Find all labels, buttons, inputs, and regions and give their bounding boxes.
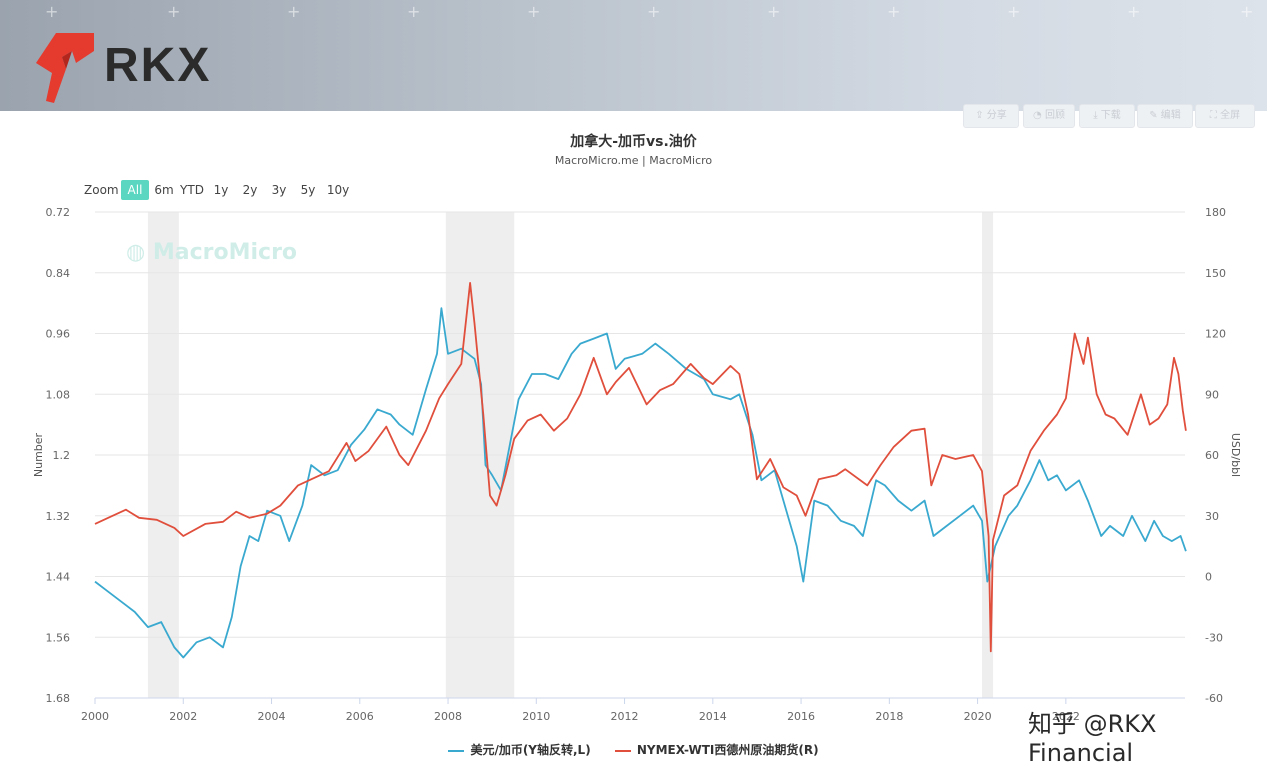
decorative-plus: + (1240, 2, 1254, 21)
right-tick-label: -60 (1205, 692, 1223, 705)
zoom-1y-button[interactable]: 1y (213, 183, 229, 197)
x-tick-label: 2014 (699, 710, 727, 723)
legend-swatch (614, 749, 631, 752)
series-layer (94, 282, 1187, 659)
history-label: 回顾 (1044, 110, 1065, 121)
right-axis-label: USD/bbl (1229, 433, 1242, 477)
rkx-logo-icon (36, 33, 94, 103)
decorative-plus: + (167, 2, 181, 21)
right-axis-ticks: 180 150 120 90 60 30 0 -30 -60 (1205, 206, 1226, 705)
brand-header: + + + + + + + + + + + RKX (0, 0, 1267, 111)
right-tick-label: 120 (1205, 328, 1226, 341)
right-tick-label: 30 (1205, 510, 1219, 523)
zoom-all-button[interactable]: All (121, 180, 149, 200)
download-button[interactable]: ⤓ 下载 (1079, 104, 1135, 128)
x-tick-label: 2016 (787, 710, 815, 723)
zoom-3y-button[interactable]: 3y (271, 183, 287, 197)
usdcad-series-line (94, 307, 1187, 659)
right-tick-label: 0 (1205, 571, 1212, 584)
decorative-plus: + (45, 2, 59, 21)
left-tick-label: 0.72 (46, 206, 71, 219)
zoom-10y-button[interactable]: 10y (326, 183, 350, 197)
decorative-plus: + (767, 2, 781, 21)
left-tick-label: 1.32 (46, 510, 71, 523)
edit-icon: ✎ (1149, 110, 1161, 121)
decorative-plus: + (407, 2, 421, 21)
legend-label: NYMEX-WTI西德州原油期货(R) (636, 743, 819, 757)
history-icon: ◔ (1033, 110, 1045, 121)
decorative-plus: + (1127, 2, 1141, 21)
brand-name: RKX (104, 39, 212, 92)
right-tick-label: 150 (1205, 267, 1226, 280)
fullscreen-button[interactable]: ⛶ 全屏 (1195, 104, 1255, 128)
zoom-2y-button[interactable]: 2y (242, 183, 258, 197)
legend-label: 美元/加币(Y轴反转,L) (470, 743, 591, 757)
fullscreen-icon: ⛶ (1209, 110, 1221, 121)
right-tick-label: 60 (1205, 449, 1219, 462)
decorative-plus: + (287, 2, 301, 21)
fullscreen-label: 全屏 (1220, 110, 1241, 121)
watermark-text: MacroMicro (152, 240, 298, 265)
zoom-5y-button[interactable]: 5y (300, 183, 316, 197)
x-tick-label: 2006 (346, 710, 374, 723)
left-tick-label: 1.56 (46, 631, 71, 644)
download-icon: ⤓ (1093, 110, 1101, 121)
legend-item-usdcad[interactable]: 美元/加币(Y轴反转,L) (448, 741, 591, 758)
chart-legend: 美元/加币(Y轴反转,L) NYMEX-WTI西德州原油期货(R) (0, 741, 1267, 761)
left-axis-label: Number (32, 432, 45, 477)
decorative-plus: + (887, 2, 901, 21)
share-button[interactable]: ⇪ 分享 (963, 104, 1019, 128)
x-tick-label: 2008 (434, 710, 462, 723)
history-button[interactable]: ◔ 回顾 (1023, 104, 1075, 128)
x-tick-label: 2002 (169, 710, 197, 723)
chart-title: 加拿大-加币vs.油价 (570, 134, 697, 150)
legend-swatch (448, 749, 465, 752)
x-tick-label: 2000 (81, 710, 109, 723)
left-tick-label: 0.84 (46, 267, 71, 280)
left-axis-ticks: 0.72 0.84 0.96 1.08 1.2 1.32 1.44 1.56 1.68 (46, 206, 71, 705)
zoom-6m-button[interactable]: 6m (154, 183, 174, 197)
x-axis-ticks: 2000 2002 2004 2006 2008 2010 2012 2014 2016 2018… (81, 698, 1080, 723)
x-tick-label: 2022 (1052, 710, 1080, 723)
credit-watermark: 知乎 @RKX Financial (1028, 710, 1157, 767)
right-tick-label: 180 (1205, 206, 1226, 219)
decorative-plus: + (527, 2, 541, 21)
chart-subtitle: MacroMicro.me | MacroMicro (554, 154, 713, 167)
gridlines (95, 211, 1185, 638)
macromicro-logo-icon: ◍ (126, 240, 153, 265)
x-tick-label: 2018 (875, 710, 903, 723)
wti-series-line (94, 282, 1187, 653)
legend-item-wti[interactable]: NYMEX-WTI西德州原油期货(R) (614, 741, 819, 758)
edit-button[interactable]: ✎ 编辑 (1137, 104, 1193, 128)
x-tick-label: 2012 (611, 710, 639, 723)
x-tick-label: 2004 (258, 710, 286, 723)
right-tick-label: 90 (1205, 388, 1219, 401)
decorative-plus: + (1007, 2, 1021, 21)
decorative-plus: + (647, 2, 661, 21)
x-tick-label: 2020 (964, 710, 992, 723)
share-label: 分享 (986, 110, 1007, 121)
zoom-label: Zoom (84, 183, 119, 197)
left-tick-label: 1.68 (46, 692, 71, 705)
right-tick-label: -30 (1205, 631, 1223, 644)
left-tick-label: 1.08 (46, 388, 71, 401)
left-tick-label: 1.2 (53, 449, 71, 462)
left-tick-label: 1.44 (46, 571, 71, 584)
zoom-ytd-button[interactable]: YTD (180, 183, 204, 197)
edit-label: 编辑 (1160, 110, 1181, 121)
macromicro-watermark: ◍ MacroMicro (126, 240, 297, 265)
share-icon: ⇪ (975, 110, 987, 121)
x-tick-label: 2010 (522, 710, 550, 723)
download-label: 下载 (1100, 110, 1121, 121)
left-tick-label: 0.96 (46, 328, 71, 341)
